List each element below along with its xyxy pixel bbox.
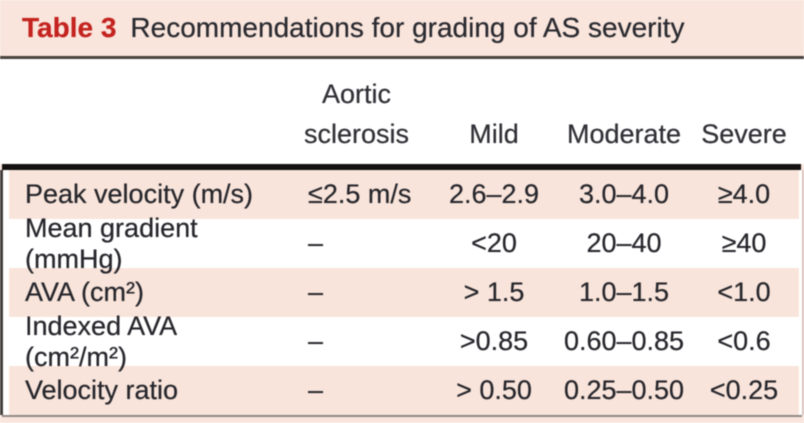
row-label: Indexed AVA (cm²/m²) — [25, 310, 176, 372]
table-number-label: Table 3 — [22, 12, 117, 43]
table-row-mean-gradient: Mean gradient (mmHg) – <20 20–40 ≥40 — [9, 213, 799, 274]
cell-moderate: 1.0–1.5 — [578, 277, 670, 307]
top-rule — [0, 56, 804, 59]
cell-mild: 2.6–2.9 — [448, 179, 540, 209]
cell-moderate: 3.0–4.0 — [578, 179, 670, 209]
table-row-ava: AVA (cm²) – > 1.5 1.0–1.5 <1.0 — [9, 268, 799, 317]
cell-severe: ≥40 — [721, 228, 767, 258]
cell-mild: > 0.50 — [456, 375, 532, 405]
cell-aortic-sclerosis: – — [308, 375, 324, 405]
cell-aortic-sclerosis: ≤2.5 m/s — [308, 179, 412, 209]
column-header-moderate: Moderate — [566, 119, 682, 149]
cell-moderate: 0.60–0.85 — [563, 326, 685, 356]
column-header-aortic-sclerosis: Aortic sclerosis — [284, 74, 429, 164]
column-header-severe: Severe — [701, 119, 787, 149]
cell-mild: >0.85 — [459, 326, 529, 356]
cell-moderate: 0.25–0.50 — [563, 375, 685, 405]
cell-severe: <0.6 — [717, 326, 771, 356]
row-label: Mean gradient (mmHg) — [25, 212, 198, 274]
cell-severe: ≥4.0 — [717, 179, 771, 209]
row-label: AVA (cm²) — [25, 277, 144, 307]
row-label: Peak velocity (m/s) — [25, 179, 254, 209]
header-separator-rule — [2, 164, 801, 170]
row-label: Velocity ratio — [25, 375, 179, 405]
column-header-empty — [9, 154, 284, 164]
cell-aortic-sclerosis: – — [308, 228, 324, 258]
table-body: Peak velocity (m/s) ≤2.5 m/s 2.6–2.9 3.0… — [0, 170, 804, 415]
table-row-peak-velocity: Peak velocity (m/s) ≤2.5 m/s 2.6–2.9 3.0… — [9, 170, 799, 219]
table-caption: Table 3 Recommendations for grading of A… — [0, 0, 804, 56]
column-header-mild: Mild — [469, 119, 519, 149]
bottom-margin — [0, 417, 804, 422]
table-row-velocity-ratio: Velocity ratio – > 0.50 0.25–0.50 <0.25 — [9, 366, 799, 415]
cell-mild: <20 — [471, 228, 517, 258]
cell-aortic-sclerosis: – — [308, 326, 324, 356]
bottom-rule — [2, 415, 802, 417]
table-header-row: Aortic sclerosis Mild Moderate Severe — [0, 59, 804, 164]
cell-aortic-sclerosis: – — [308, 277, 324, 307]
column-header-line-1: Aortic — [321, 79, 392, 109]
cell-severe: <1.0 — [717, 277, 771, 307]
table-row-indexed-ava: Indexed AVA (cm²/m²) – >0.85 0.60–0.85 <… — [9, 311, 799, 372]
table-title-text: Recommendations for grading of AS severi… — [130, 12, 685, 43]
column-header-line-2: sclerosis — [303, 119, 410, 149]
cell-severe: <0.25 — [709, 375, 779, 405]
cell-mild: > 1.5 — [463, 277, 525, 307]
cell-moderate: 20–40 — [586, 228, 662, 258]
